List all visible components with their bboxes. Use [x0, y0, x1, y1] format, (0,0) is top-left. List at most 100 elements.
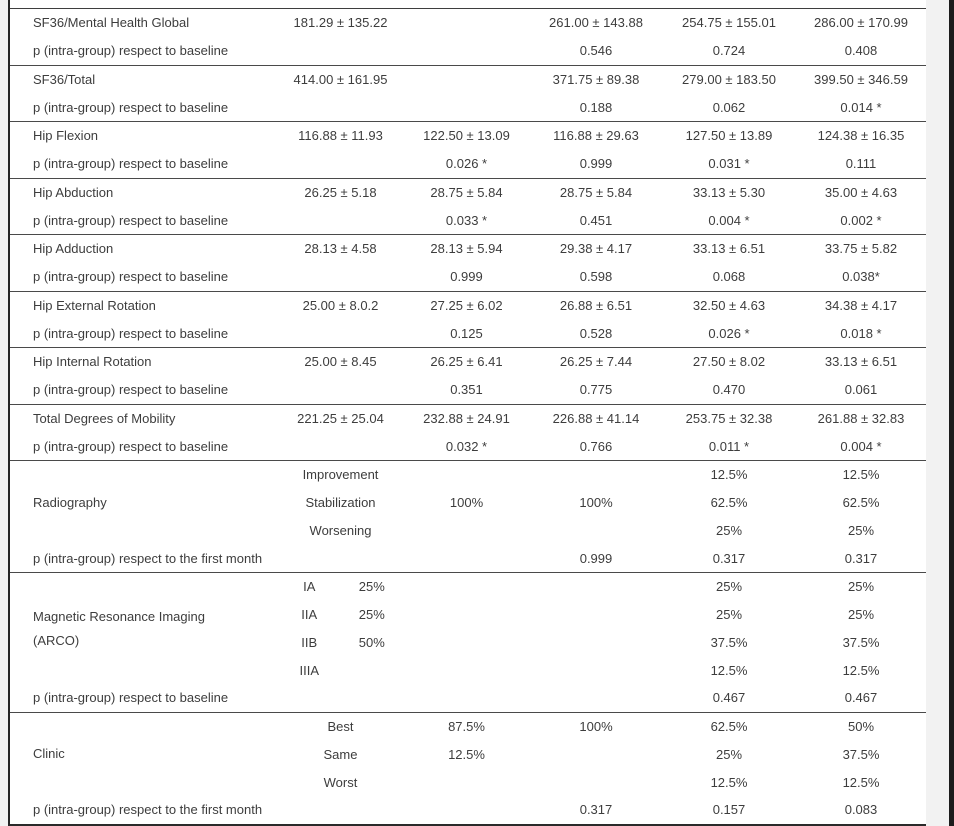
measure-row: Total Degrees of Mobility 221.25 ± 25.04 2… — [10, 405, 926, 433]
measure-group: Hip Abduction 26.25 ± 5.18 28.75 ± 5.84 28.… — [10, 177, 926, 235]
sub-row: Worst 12.5% 12.5% — [278, 768, 926, 796]
p-value-cell: 0.004 * — [708, 212, 750, 228]
measure-name: SF36/Total — [33, 71, 96, 87]
p-value-cell: 0.317 — [579, 802, 613, 818]
measure-row: Hip Abduction 26.25 ± 5.18 28.75 ± 5.84 28.… — [10, 179, 926, 207]
value-cell: 100% — [449, 495, 484, 511]
value-cell: 27.50 ± 8.02 — [692, 354, 766, 370]
value-cell: 29.38 ± 4.17 — [559, 241, 633, 257]
arco-stage-label: IA — [303, 579, 316, 595]
value-cell: 399.50 ± 346.59 — [814, 71, 908, 87]
measure-name: Hip Adduction — [33, 241, 114, 257]
p-value-cell: 0.125 — [450, 325, 483, 341]
table-page: SF36/Mental Health Global 181.29 ± 135.22… — [10, 0, 926, 826]
value-cell: 25.00 ± 8.0.2 — [302, 297, 379, 313]
arco-stage-cell: IIIA — [278, 663, 403, 678]
p-value-cell: 0.032 * — [445, 438, 488, 454]
value-cell: 100% — [579, 495, 613, 511]
sub-row-label: Best — [327, 719, 354, 735]
value-cell: 33.13 ± 6.51 — [824, 354, 898, 370]
group-body: Radiography Improvement 12.5% 12.5% Stabiliz… — [10, 461, 926, 544]
value-cell: 25% — [847, 522, 875, 538]
p-row-label: p (intra-group) respect to baseline — [33, 325, 229, 341]
measure-name: Hip Flexion — [33, 128, 99, 144]
sub-row-label: Stabilization — [305, 495, 376, 511]
p-row-label: p (intra-group) respect to baseline — [33, 156, 229, 172]
p-row-label: p (intra-group) respect to the first mon… — [33, 802, 263, 818]
sub-row-label: Same — [323, 746, 358, 762]
value-cell: 87.5% — [448, 719, 485, 735]
sub-row-label: Improvement — [302, 467, 379, 483]
p-value-cell: 0.031 * — [708, 156, 750, 172]
value-cell: 25% — [715, 579, 743, 595]
p-value-cell: 0.999 — [579, 550, 613, 566]
group-body: Magnetic Resonance Imaging (ARCO) IA 25% 25%… — [10, 573, 926, 684]
measure-group: Radiography Improvement 12.5% 12.5% Stabiliz… — [10, 460, 926, 572]
arco-stage-cell: IIA 25% — [278, 607, 403, 622]
p-value-cell: 0.528 — [579, 325, 613, 341]
p-value-cell: 0.470 — [712, 382, 746, 398]
measure-name: Magnetic Resonance Imaging — [33, 608, 205, 624]
measure-row: Hip Flexion 116.88 ± 11.93 122.50 ± 13.09 1… — [10, 122, 926, 150]
p-value-row: p (intra-group) respect to baseline 0.032… — [10, 432, 926, 460]
p-value-cell: 0.026 * — [708, 325, 750, 341]
results-table: SF36/Mental Health Global 181.29 ± 135.22… — [10, 8, 926, 826]
window-left-border — [8, 0, 10, 826]
p-value-cell: 0.467 — [844, 690, 878, 706]
value-cell: 25.00 ± 8.45 — [304, 354, 377, 370]
p-value-cell: 0.188 — [579, 99, 613, 115]
value-cell: 62.5% — [842, 495, 880, 511]
p-row-label: p (intra-group) respect to baseline — [33, 212, 229, 228]
value-cell: 100% — [579, 719, 613, 735]
value-cell: 33.13 ± 5.30 — [692, 184, 766, 200]
p-row-label: p (intra-group) respect to the first mon… — [33, 550, 263, 566]
p-value-cell: 0.317 — [844, 550, 878, 566]
value-cell: 116.88 ± 11.93 — [298, 128, 383, 144]
p-row-label: p (intra-group) respect to baseline — [33, 43, 229, 59]
p-value-row: p (intra-group) respect to the first mon… — [10, 796, 926, 824]
value-cell: 33.75 ± 5.82 — [824, 241, 898, 257]
p-value-row: p (intra-group) respect to baseline 0.999… — [10, 263, 926, 291]
p-value-cell: 0.999 — [450, 269, 483, 285]
measure-name-line2: (ARCO) — [33, 632, 80, 648]
measure-group: Magnetic Resonance Imaging (ARCO) IA 25% 25%… — [10, 572, 926, 712]
measure-group: Hip Internal Rotation 25.00 ± 8.45 26.25 ±… — [10, 347, 926, 404]
value-cell: 32.50 ± 4.63 — [692, 297, 766, 313]
p-value-cell: 0.068 — [712, 269, 746, 285]
value-cell: 25% — [715, 607, 743, 623]
measure-name: Total Degrees of Mobility — [33, 410, 176, 426]
value-cell: 261.88 ± 32.83 — [817, 410, 905, 426]
measure-row: SF36/Total 414.00 ± 161.95 371.75 ± 89.38 2… — [10, 66, 926, 94]
value-cell: 37.5% — [710, 634, 748, 650]
measure-row: SF36/Mental Health Global 181.29 ± 135.22… — [10, 9, 926, 37]
p-value-cell: 0.451 — [579, 212, 613, 228]
arco-stage-cell: IA 25% — [278, 579, 403, 594]
p-value-cell: 0.061 — [844, 382, 878, 398]
value-cell: 253.75 ± 32.38 — [685, 410, 773, 426]
arco-stage-label: IIB — [301, 634, 318, 650]
arco-stage-cell: IIB 50% — [278, 635, 403, 650]
p-value-cell: 0.033 * — [445, 212, 488, 228]
arco-stage-percent: 50% — [358, 634, 385, 650]
p-value-cell: 0.011 * — [708, 438, 750, 454]
sub-row: Best 87.5% 100% 62.5% 50% — [278, 713, 926, 741]
sub-row: Worsening 25% 25% — [278, 517, 926, 545]
value-cell: 28.13 ± 4.58 — [304, 241, 377, 257]
value-cell: 37.5% — [842, 634, 880, 650]
value-cell: 28.13 ± 5.94 — [430, 241, 503, 257]
p-value-cell: 0.014 * — [840, 99, 882, 115]
value-cell: 116.88 ± 29.63 — [553, 128, 639, 144]
value-cell: 12.5% — [842, 774, 880, 790]
value-cell: 286.00 ± 170.99 — [814, 15, 908, 31]
sub-row-label: Worsening — [309, 522, 372, 538]
value-cell: 27.25 ± 6.02 — [430, 297, 503, 313]
window-right-border — [949, 0, 954, 826]
measure-row: Hip Internal Rotation 25.00 ± 8.45 26.25 ±… — [10, 348, 926, 376]
measure-group: Hip Adduction 28.13 ± 4.58 28.13 ± 5.94 29.… — [10, 234, 926, 291]
sub-row: IA 25% 25% 25% — [278, 573, 926, 601]
p-row-label: p (intra-group) respect to baseline — [33, 382, 229, 398]
p-value-row: p (intra-group) respect to baseline 0.026… — [10, 150, 926, 178]
p-value-row: p (intra-group) respect to baseline 0.351… — [10, 376, 926, 404]
value-cell: 37.5% — [842, 746, 880, 762]
value-cell: 62.5% — [710, 719, 748, 735]
